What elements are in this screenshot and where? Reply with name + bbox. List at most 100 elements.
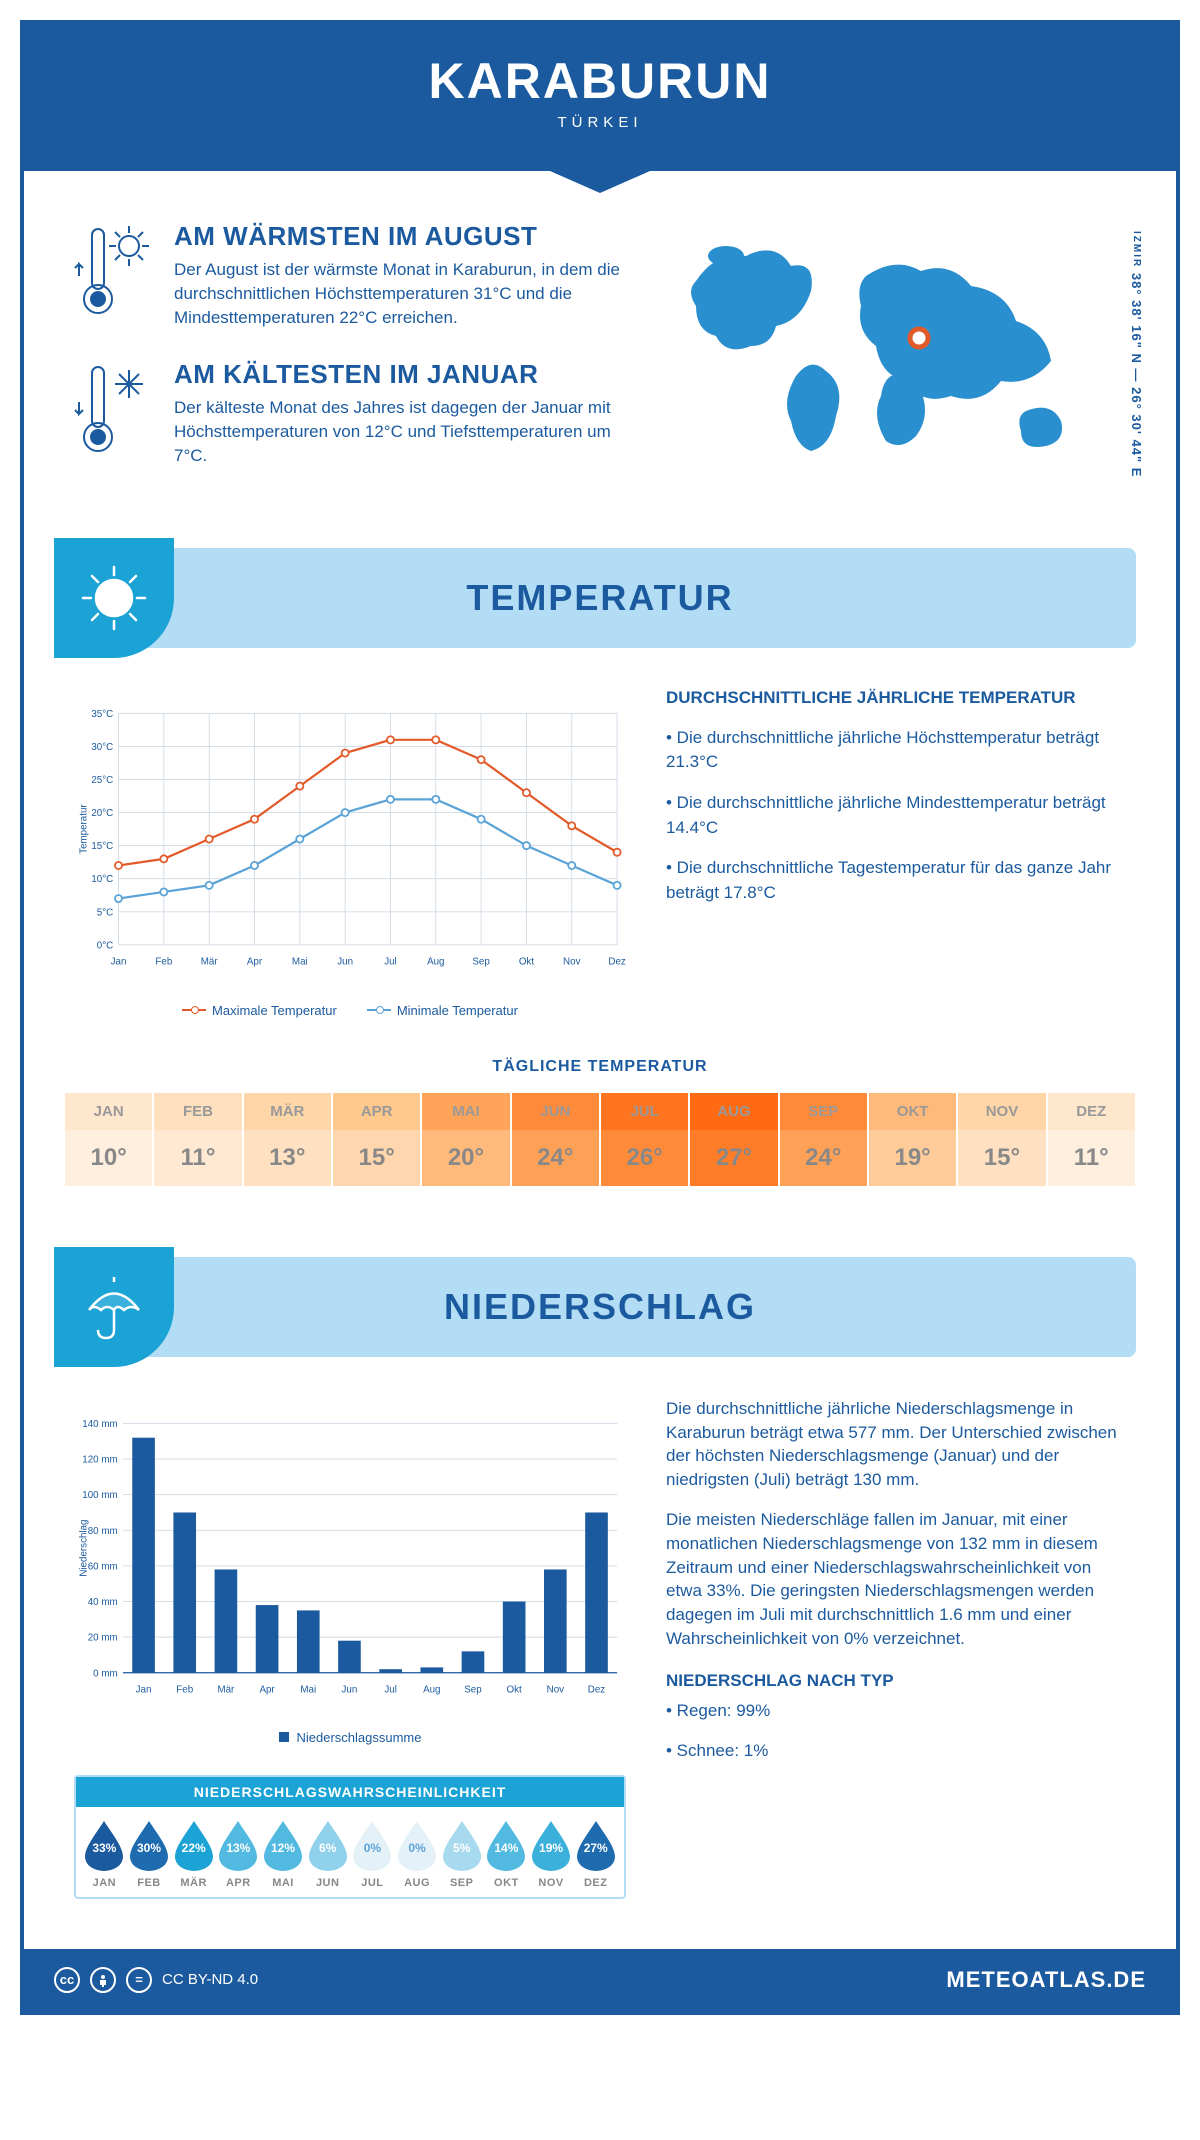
svg-text:Mär: Mär [201, 956, 219, 967]
daily-temp-heading: TÄGLICHE TEMPERATUR [64, 1058, 1136, 1076]
temperature-banner: TEMPERATUR [64, 548, 1136, 648]
drop-icon: 0% [351, 1819, 393, 1871]
svg-text:Jan: Jan [136, 1684, 152, 1695]
svg-text:Temperatur: Temperatur [78, 803, 89, 853]
temp-bullet: • Die durchschnittliche jährliche Höchst… [666, 726, 1126, 775]
thermometer-sun-icon [74, 221, 154, 329]
svg-text:Nov: Nov [563, 956, 581, 967]
warmest-body: Der August ist der wärmste Monat in Kara… [174, 258, 636, 329]
daily-temp-col: DEZ11° [1048, 1093, 1135, 1186]
drop-icon: 33% [83, 1819, 125, 1871]
legend-item: Minimale Temperatur [367, 1003, 518, 1018]
precip-probability-table: NIEDERSCHLAGSWAHRSCHEINLICHKEIT 33% JAN … [74, 1775, 626, 1899]
nd-icon: = [126, 1967, 152, 1993]
svg-text:30°C: 30°C [91, 742, 113, 753]
drop-icon: 27% [575, 1819, 617, 1871]
probability-heading: NIEDERSCHLAGSWAHRSCHEINLICHKEIT [76, 1777, 624, 1807]
svg-text:80 mm: 80 mm [88, 1526, 118, 1537]
probability-col: 0% JUL [350, 1819, 395, 1889]
daily-temp-col: JAN10° [65, 1093, 154, 1186]
svg-text:10°C: 10°C [91, 874, 113, 885]
temp-bullet: • Die durchschnittliche Tagestemperatur … [666, 856, 1126, 905]
probability-col: 30% FEB [127, 1819, 172, 1889]
svg-text:Sep: Sep [472, 956, 490, 967]
temperature-banner-title: TEMPERATUR [466, 577, 733, 619]
daily-temp-col: APR15° [333, 1093, 422, 1186]
precipitation-chart: 0 mm20 mm40 mm60 mm80 mm100 mm120 mm140 … [74, 1397, 626, 1899]
umbrella-icon [54, 1247, 174, 1367]
drop-icon: 13% [217, 1819, 259, 1871]
probability-col: 27% DEZ [573, 1819, 618, 1889]
probability-col: 13% APR [216, 1819, 261, 1889]
precipitation-summary: Die durchschnittliche jährliche Niedersc… [666, 1397, 1126, 1899]
daily-temp-col: AUG27° [690, 1093, 779, 1186]
drop-icon: 14% [485, 1819, 527, 1871]
probability-col: 33% JAN [82, 1819, 127, 1889]
drop-icon: 30% [128, 1819, 170, 1871]
daily-temp-col: FEB11° [154, 1093, 243, 1186]
location-subtitle: TÜRKEI [24, 114, 1176, 131]
daily-temp-col: NOV15° [958, 1093, 1047, 1186]
drop-icon: 19% [530, 1819, 572, 1871]
drop-icon: 22% [173, 1819, 215, 1871]
warmest-block: AM WÄRMSTEN IM AUGUST Der August ist der… [74, 221, 636, 329]
precipitation-banner-title: NIEDERSCHLAG [444, 1286, 756, 1328]
svg-text:120 mm: 120 mm [82, 1454, 117, 1465]
svg-text:140 mm: 140 mm [82, 1419, 117, 1430]
world-map: IZMIR 38° 38' 16" N — 26° 30' 44" E [666, 221, 1126, 498]
daily-temp-col: JUN24° [512, 1093, 601, 1186]
legend-square-icon [279, 1732, 289, 1742]
coldest-body: Der kälteste Monat des Jahres ist dagege… [174, 396, 636, 467]
daily-temp-col: MÄR13° [244, 1093, 333, 1186]
coldest-heading: AM KÄLTESTEN IM JANUAR [174, 359, 636, 390]
precip-paragraph: Die durchschnittliche jährliche Niedersc… [666, 1397, 1126, 1492]
daily-temp-col: SEP24° [780, 1093, 869, 1186]
svg-text:20°C: 20°C [91, 808, 113, 819]
sun-icon [54, 538, 174, 658]
svg-text:Okt: Okt [519, 956, 534, 967]
svg-text:15°C: 15°C [91, 841, 113, 852]
temperature-summary: DURCHSCHNITTLICHE JÄHRLICHE TEMPERATUR •… [666, 688, 1126, 1018]
svg-text:Dez: Dez [588, 1684, 606, 1695]
probability-col: 5% SEP [439, 1819, 484, 1889]
svg-text:0°C: 0°C [97, 940, 113, 951]
temperature-chart: 0°C5°C10°C15°C20°C25°C30°C35°CTemperatur… [74, 688, 626, 1018]
precip-type-heading: NIEDERSCHLAG NACH TYP [666, 1671, 1126, 1691]
precip-type-bullet: • Schnee: 1% [666, 1739, 1126, 1763]
svg-text:40 mm: 40 mm [88, 1597, 118, 1608]
svg-text:Sep: Sep [464, 1684, 482, 1695]
precip-legend-label: Niederschlagssumme [297, 1730, 422, 1745]
svg-text:Jun: Jun [337, 956, 353, 967]
svg-text:5°C: 5°C [97, 907, 113, 918]
brand-label: METEOATLAS.DE [946, 1967, 1146, 1993]
temperature-legend: Maximale Temperatur Minimale Temperatur [74, 1003, 626, 1018]
coldest-block: AM KÄLTESTEN IM JANUAR Der kälteste Mona… [74, 359, 636, 467]
svg-text:Jan: Jan [111, 956, 127, 967]
svg-text:35°C: 35°C [91, 709, 113, 720]
svg-text:Feb: Feb [176, 1684, 193, 1695]
header-banner: KARABURUN TÜRKEI [24, 24, 1176, 171]
svg-text:Mai: Mai [300, 1684, 316, 1695]
svg-text:Aug: Aug [423, 1684, 440, 1695]
license-block: cc = CC BY-ND 4.0 [54, 1967, 258, 1993]
svg-text:Niederschlag: Niederschlag [78, 1519, 89, 1576]
svg-text:Mai: Mai [292, 956, 308, 967]
drop-icon: 0% [396, 1819, 438, 1871]
svg-text:Jul: Jul [384, 1684, 397, 1695]
svg-text:100 mm: 100 mm [82, 1490, 117, 1501]
precipitation-banner: NIEDERSCHLAG [64, 1257, 1136, 1357]
precip-type-bullet: • Regen: 99% [666, 1699, 1126, 1723]
avg-temp-heading: DURCHSCHNITTLICHE JÄHRLICHE TEMPERATUR [666, 688, 1126, 708]
svg-text:0 mm: 0 mm [93, 1668, 117, 1679]
svg-text:60 mm: 60 mm [88, 1561, 118, 1572]
coordinates-label: IZMIR 38° 38' 16" N — 26° 30' 44" E [1129, 231, 1144, 477]
precip-paragraph: Die meisten Niederschläge fallen im Janu… [666, 1508, 1126, 1651]
footer: cc = CC BY-ND 4.0 METEOATLAS.DE [24, 1949, 1176, 2011]
page-frame: KARABURUN TÜRKEI [20, 20, 1180, 2015]
drop-icon: 6% [307, 1819, 349, 1871]
probability-col: 19% NOV [529, 1819, 574, 1889]
probability-col: 0% AUG [395, 1819, 440, 1889]
svg-text:Feb: Feb [155, 956, 172, 967]
intro-section: AM WÄRMSTEN IM AUGUST Der August ist der… [24, 171, 1176, 528]
legend-item: Maximale Temperatur [182, 1003, 337, 1018]
